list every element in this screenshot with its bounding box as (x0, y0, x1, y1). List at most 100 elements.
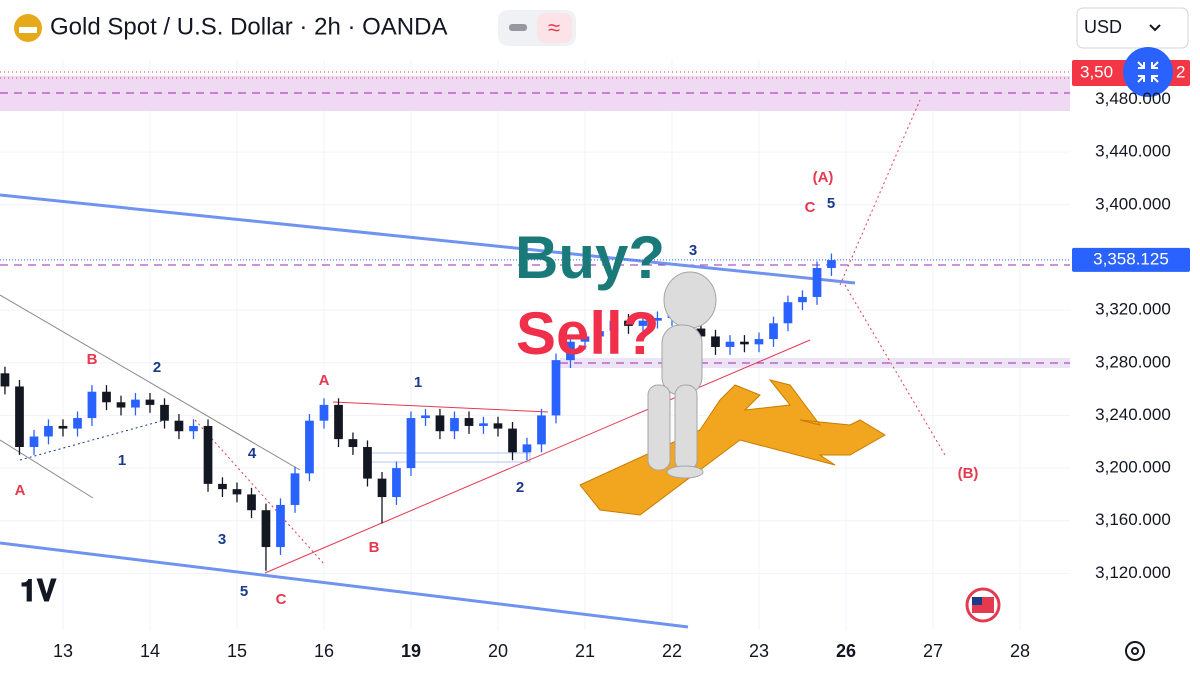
candle-body (653, 318, 662, 321)
y-tick-label: 3,160.000 (1095, 510, 1171, 529)
x-tick-label: 16 (314, 641, 334, 661)
candle-body (435, 415, 445, 432)
trend-line (332, 401, 549, 413)
candle-body (464, 418, 474, 426)
wave-label: C (805, 199, 816, 216)
candle-body (15, 386, 24, 448)
trend-line (19, 419, 166, 461)
candle-body (276, 504, 285, 548)
sell-text: Sell? (516, 300, 659, 367)
candle-body (247, 494, 256, 511)
tv-logo: 𝟏𝐕 (20, 575, 58, 608)
wave-label: (B) (958, 465, 979, 482)
candle-body (189, 425, 198, 432)
x-tick-label: 15 (227, 641, 247, 661)
buy-text: Buy? (515, 224, 665, 291)
projection-line (839, 99, 921, 286)
candles (0, 253, 836, 571)
candle-body (160, 404, 169, 421)
x-tick-label: 27 (923, 641, 943, 661)
dropdown-caret (1149, 24, 1161, 32)
currency-label: USD (1084, 17, 1122, 37)
symbol-title[interactable]: Gold Spot / U.S. Dollar · 2h · OANDA (50, 13, 447, 40)
candle-body (479, 423, 488, 426)
candle-body (73, 418, 82, 429)
settings-icon (1131, 647, 1139, 655)
candle-body (305, 420, 314, 474)
currency-dropdown[interactable] (1076, 7, 1189, 49)
candle-body (508, 428, 517, 453)
crossroad-arrow (579, 379, 886, 516)
candle-body (334, 404, 343, 440)
x-tick-label: 26 (836, 641, 856, 661)
candle-body (754, 339, 764, 345)
wave-label: A (15, 482, 26, 499)
y-tick-label: 3,280.000 (1095, 352, 1171, 371)
channel-line (0, 541, 689, 629)
candle-body (203, 425, 213, 484)
collapse-button[interactable] (1123, 47, 1173, 97)
candle-body (566, 341, 575, 361)
candle-body (377, 478, 387, 498)
candle-body (218, 483, 227, 490)
x-tick-label: 14 (140, 641, 160, 661)
candle-body (0, 373, 10, 387)
x-tick-label: 22 (662, 641, 682, 661)
x-tick-label: 28 (1010, 641, 1030, 661)
wave-label: B (87, 351, 98, 368)
trend-line (0, 439, 94, 499)
candle-body (232, 489, 242, 495)
candle-body (740, 341, 749, 345)
red-tag-text: 2 (1176, 62, 1185, 81)
x-tick-label: 23 (749, 641, 769, 661)
candle-body (580, 336, 590, 342)
y-tick-label: 3,440.000 (1095, 142, 1171, 161)
last-price-label: 3,358.125 (1093, 249, 1169, 268)
candle-body (348, 439, 358, 448)
wave-label: A (319, 372, 330, 389)
candle-body (783, 302, 793, 324)
channel-line (0, 193, 856, 285)
symbol-icon-bar (19, 27, 37, 33)
settings-button[interactable] (1125, 641, 1145, 661)
wave-label: 5 (827, 195, 835, 212)
candle-body (493, 423, 503, 429)
toggle-active[interactable] (537, 13, 572, 43)
y-tick-label: 3,240.000 (1095, 405, 1171, 424)
candle-body (392, 468, 401, 498)
candle-body (363, 447, 372, 479)
candle-body (450, 418, 459, 432)
x-tick-label: 20 (488, 641, 508, 661)
candle-body (624, 320, 633, 326)
candle-body (44, 425, 53, 437)
candle-body (551, 360, 561, 416)
red-tag-text: 3,50 (1080, 62, 1113, 81)
candle-body (798, 296, 807, 303)
wave-label: 2 (153, 359, 161, 376)
box-drawing (364, 452, 531, 463)
candle-body (145, 399, 155, 405)
wave-label: 4 (248, 445, 257, 462)
wave-label: 1 (118, 452, 126, 469)
toggle-icon: ≈ (548, 15, 560, 40)
y-tick-label: 3,320.000 (1095, 300, 1171, 319)
y-tick-label: 3,400.000 (1095, 194, 1171, 213)
thinking-figure (647, 271, 717, 479)
y-tick-label: 3,120.000 (1095, 563, 1171, 582)
collapse-icon (1137, 61, 1159, 83)
candle-body (290, 473, 300, 505)
candle-body (261, 510, 271, 548)
candle-body (131, 399, 140, 408)
candle-body (522, 444, 532, 453)
flag-icon (972, 597, 982, 605)
candle-body (696, 328, 706, 337)
candle-body (87, 391, 97, 419)
wave-label: 3 (218, 531, 226, 548)
candle-body (812, 267, 822, 297)
wave-label: 3 (689, 242, 697, 259)
plot-area (0, 60, 1070, 630)
wave-label: C (276, 591, 287, 608)
last-price-tag (1072, 247, 1190, 272)
x-tick-label: 13 (53, 641, 73, 661)
